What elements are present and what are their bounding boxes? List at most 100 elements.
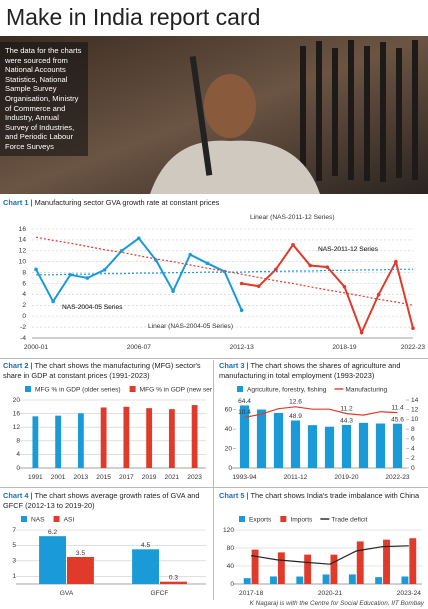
data-label: 10.4 (238, 409, 251, 416)
chart-title: The chart shows India's trade imbalance … (250, 491, 420, 500)
chart: -4 -2 0 2 4 6 8 10 12 14 16 2000-01 2006-07 2012-13 20… (19, 214, 426, 351)
chart: 1 3 5 7 GVA GFCF 6.2 3.5 4.5 0.3 NAS ASI (12, 516, 206, 597)
data-label: 3.5 (76, 550, 85, 557)
y-tick-label: -2 (20, 324, 26, 331)
x-tick-label: 2006-07 (127, 344, 152, 351)
y-tick-label: 12 (19, 248, 27, 255)
bar (132, 549, 159, 584)
bar (39, 536, 66, 584)
x-tick-label: 2022-23 (401, 344, 426, 351)
y2-tick-label: 14 (411, 397, 419, 404)
point (376, 292, 381, 297)
bar (304, 554, 312, 584)
bar (409, 538, 417, 584)
panel-title: Chart 2 | The chart shows the manufactur… (0, 360, 212, 382)
data-label: 12.6 (289, 399, 302, 406)
y-tick-label: 4 (16, 451, 20, 458)
y-tick-label: 16 (13, 410, 21, 417)
point (171, 289, 175, 293)
legend-label: Manufacturing (345, 386, 387, 393)
bar (341, 424, 352, 468)
bar (123, 406, 130, 468)
series-annotation: NAS-2011-12 Series (318, 246, 379, 253)
y-tick-label: 3 (12, 558, 16, 565)
chart-label: Chart 3 | (219, 361, 249, 370)
y-tick-label: 8 (22, 269, 26, 276)
line (241, 243, 414, 336)
x-tick-label: 2001 (51, 474, 66, 481)
y-tick-label: 6 (22, 280, 26, 287)
y2-tick-label: 6 (411, 436, 415, 443)
panel-title: Chart 1 | Manufacturing sector GVA growt… (0, 197, 428, 209)
credit: K Nagaraj is with the Centre for Social … (249, 600, 424, 607)
series-annotation: NAS-2011-12 Series (318, 246, 379, 253)
y-tick-label: 1 (12, 573, 16, 580)
point (308, 263, 312, 268)
legend-label: MFG % in GDP (new series) (140, 386, 212, 393)
bar (160, 581, 187, 584)
bar (32, 416, 39, 468)
point (34, 267, 38, 272)
chart-title: Manufacturing sector GVA growth rate at … (34, 198, 220, 207)
x-tick-label: 2020-21 (318, 590, 343, 597)
point (188, 252, 193, 257)
line (244, 406, 398, 419)
bar (330, 554, 338, 584)
bar (55, 415, 62, 468)
y-tick-label: 8 (16, 438, 20, 445)
bar (67, 557, 94, 584)
y-tick-label: 4 (22, 291, 26, 298)
legend-label: Imports (290, 516, 313, 523)
bat (189, 56, 213, 176)
bar (358, 422, 369, 468)
data-label: 11.2 (340, 405, 353, 412)
point (411, 326, 415, 330)
legend-swatch (237, 386, 243, 392)
y-tick-label: 20 (13, 397, 21, 404)
chart-label: Chart 5 | (219, 491, 249, 500)
legend-label: Trade deficit (331, 516, 367, 523)
x-tick-label: 2012-13 (230, 344, 255, 351)
data-label: 4.5 (141, 542, 150, 549)
point (256, 284, 261, 289)
bar (270, 576, 277, 584)
panel-title: Chart 5 | The chart shows India's trade … (216, 490, 428, 512)
divider (0, 358, 428, 359)
bats (300, 40, 418, 182)
shirt (150, 140, 320, 194)
legend-swatch (129, 386, 136, 392)
y-tick-label: 12 (13, 424, 21, 431)
bar (77, 413, 84, 468)
y-tick-label: -4 (20, 335, 26, 342)
x-tick-label: 2011-12 (284, 474, 308, 481)
legend-swatch (25, 386, 31, 392)
bar (273, 412, 284, 468)
line (35, 236, 243, 311)
face (204, 74, 256, 138)
legend-swatch (53, 516, 60, 522)
chart: 0 40 80 120 2017-18 2020-21 2023-24 Exports Impo… (223, 516, 422, 597)
panel: Chart 1 | Manufacturing sector GVA growt… (0, 197, 428, 357)
data-label: 44.3 (340, 418, 353, 425)
series-annotation: Linear (NAS-2004-05 Series) (148, 323, 233, 330)
point (394, 259, 398, 264)
point (137, 236, 141, 241)
legend-swatch (280, 516, 287, 522)
y-tick-label: 0 (230, 581, 234, 588)
chart-title: The chart shows the manufacturing (MFG) … (3, 361, 201, 380)
x-tick-label: 2015 (96, 474, 111, 481)
chart-label: Chart 4 | (3, 491, 33, 500)
point (51, 299, 55, 304)
bar (168, 409, 175, 468)
point (102, 268, 107, 272)
point (239, 308, 244, 313)
point (325, 265, 330, 269)
x-tick-label: 2021 (165, 474, 180, 481)
x-tick-label: 2018-19 (332, 344, 357, 351)
point (119, 249, 124, 253)
bar (243, 578, 251, 584)
trend-line (36, 268, 413, 276)
point (342, 284, 347, 289)
bar (375, 423, 386, 468)
panel-title: Chart 4 | The chart shows average growth… (0, 490, 212, 512)
